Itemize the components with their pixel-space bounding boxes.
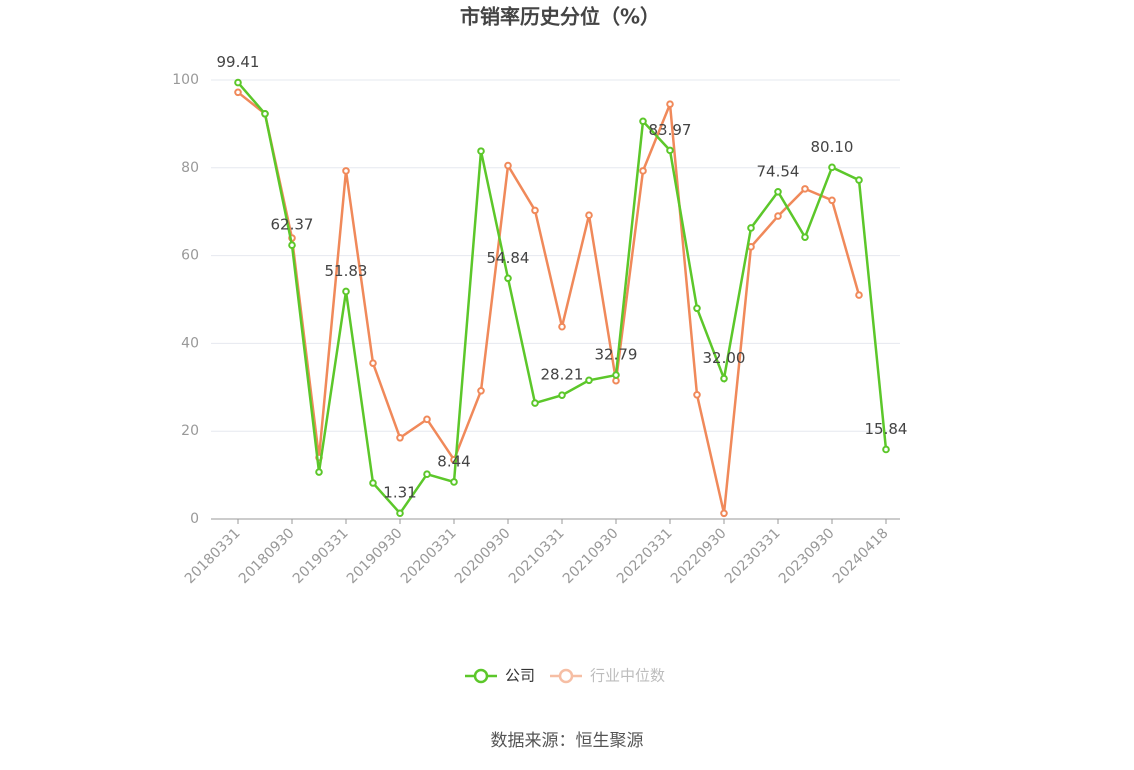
x-tick-label: 20210930 [560, 525, 622, 587]
data-label: 1.31 [383, 484, 416, 502]
point [720, 509, 728, 518]
point [396, 509, 404, 518]
point [234, 88, 242, 97]
legend-item: 行业中位数 [550, 667, 665, 685]
point [477, 387, 485, 395]
x-tick-label: 20190930 [344, 525, 406, 587]
y-tick-label: 80 [181, 160, 199, 176]
x-tick-label: 20200331 [398, 525, 460, 587]
y-tick-label: 100 [172, 72, 199, 88]
point [585, 211, 593, 220]
legend-marker [473, 668, 489, 684]
legend-marker [558, 668, 574, 684]
point [801, 233, 809, 241]
point [369, 479, 377, 487]
point [828, 196, 836, 205]
x-tick-label: 20230331 [722, 525, 784, 587]
x-tick-label: 20230930 [776, 525, 838, 587]
point [450, 478, 458, 486]
point [693, 390, 701, 399]
point [747, 224, 755, 232]
series-line [237, 91, 861, 514]
point [504, 161, 512, 170]
data-label: 51.83 [325, 262, 368, 280]
point [855, 176, 863, 184]
x-tick-label: 20210331 [506, 525, 568, 587]
x-tick-label: 20200930 [452, 525, 514, 587]
point [882, 445, 890, 454]
point [396, 433, 404, 442]
data-label: 32.00 [703, 349, 746, 367]
source: 数据来源：恒生聚源 [491, 731, 644, 751]
data-label: 62.37 [271, 216, 314, 234]
point [666, 100, 674, 108]
legend-label: 行业中位数 [590, 667, 665, 685]
point [477, 147, 485, 155]
y-tick-label: 0 [190, 511, 199, 527]
point [369, 359, 377, 367]
point [639, 117, 647, 126]
point [666, 146, 674, 155]
data-label: 54.84 [487, 249, 530, 267]
point [693, 304, 701, 313]
x-tick-label: 20180930 [236, 525, 298, 587]
point [423, 470, 431, 479]
point [855, 291, 863, 299]
data-label: 32.79 [595, 346, 638, 364]
point [342, 167, 350, 175]
legend-item: 公司 [465, 667, 535, 685]
x-tick-label: 20220331 [614, 525, 676, 587]
point [558, 391, 566, 399]
point [612, 371, 620, 379]
point [828, 163, 836, 172]
x-tick-label: 20240418 [830, 525, 892, 587]
point [720, 374, 728, 383]
point [774, 187, 782, 196]
y-tick-label: 40 [181, 335, 199, 351]
point [342, 287, 350, 296]
data-label: 28.21 [541, 366, 584, 384]
data-label: 8.44 [437, 452, 470, 470]
point [585, 376, 593, 385]
data-label: 74.54 [757, 162, 800, 180]
point [288, 241, 296, 249]
point [234, 78, 242, 87]
data-label: 83.97 [649, 121, 692, 139]
legend-label: 公司 [505, 667, 535, 685]
chart-title: 市销率历史分位（%） [460, 5, 660, 29]
data-label: 99.41 [217, 53, 260, 71]
point [639, 167, 647, 175]
point [504, 274, 512, 283]
point [801, 185, 809, 193]
y-tick-label: 60 [181, 248, 199, 264]
point [423, 415, 431, 424]
x-tick-label: 20220930 [668, 525, 730, 587]
y-tick-label: 20 [181, 423, 199, 439]
point [531, 206, 539, 215]
x-tick-label: 20190331 [290, 525, 352, 587]
point [531, 399, 539, 407]
point [261, 110, 269, 118]
point [315, 468, 323, 476]
point [774, 212, 782, 220]
x-tick-label: 20180331 [182, 525, 244, 587]
point [558, 322, 566, 331]
data-label: 15.84 [865, 420, 908, 438]
data-label: 80.10 [811, 138, 854, 156]
